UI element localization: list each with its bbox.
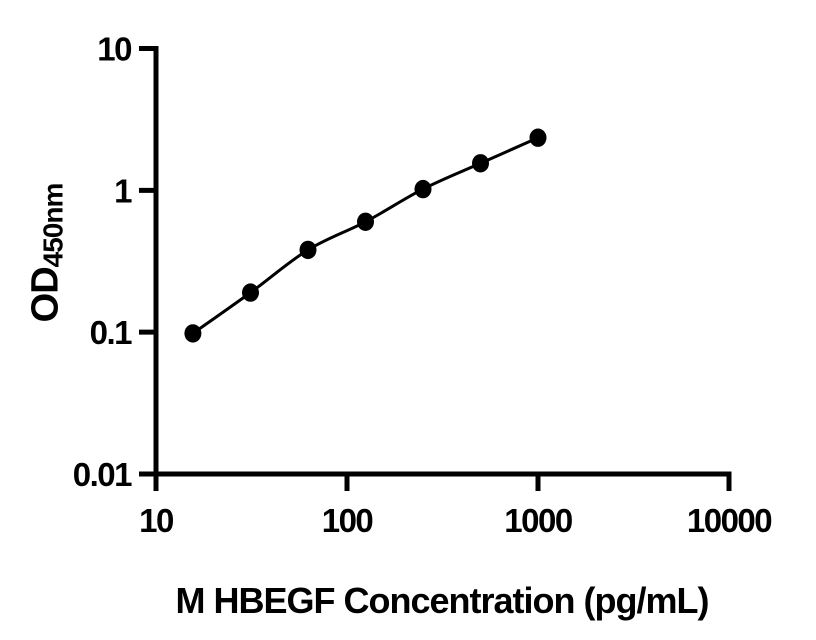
x-axis-title: M HBEGF Concentration (pg/mL) — [175, 580, 710, 621]
x-tick-label: 10 — [139, 502, 173, 539]
y-axis-title-subscript: 450nm — [37, 183, 69, 268]
data-point — [472, 154, 489, 173]
y-tick-label: 0.01 — [73, 456, 132, 493]
y-axis-title: OD450nm — [24, 184, 69, 323]
data-point — [357, 212, 374, 231]
data-point — [299, 240, 317, 260]
y-tick-label: 10 — [97, 31, 131, 68]
data-point — [184, 324, 202, 343]
data-point — [529, 128, 547, 147]
x-tick-label: 100 — [322, 502, 373, 539]
data-point — [242, 283, 259, 302]
x-tick-label: 10000 — [687, 502, 771, 539]
y-tick-label: 1 — [114, 172, 132, 209]
y-axis-title-base: OD — [24, 267, 67, 323]
x-tick-label: 1000 — [504, 502, 572, 539]
data-point — [414, 179, 432, 199]
y-tick-label: 0.1 — [90, 314, 133, 351]
